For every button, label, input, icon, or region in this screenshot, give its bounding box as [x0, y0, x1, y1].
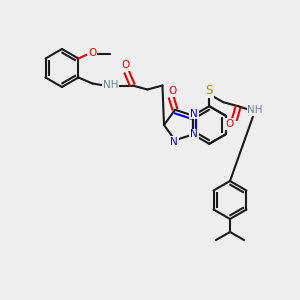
- Text: S: S: [206, 84, 213, 97]
- Text: N: N: [190, 129, 198, 140]
- Text: N: N: [170, 137, 178, 147]
- Text: N: N: [190, 109, 198, 118]
- Text: O: O: [225, 119, 233, 129]
- Text: O: O: [168, 86, 176, 96]
- Text: NH: NH: [248, 105, 263, 115]
- Text: O: O: [121, 61, 130, 70]
- Text: NH: NH: [103, 80, 118, 91]
- Text: O: O: [88, 49, 97, 58]
